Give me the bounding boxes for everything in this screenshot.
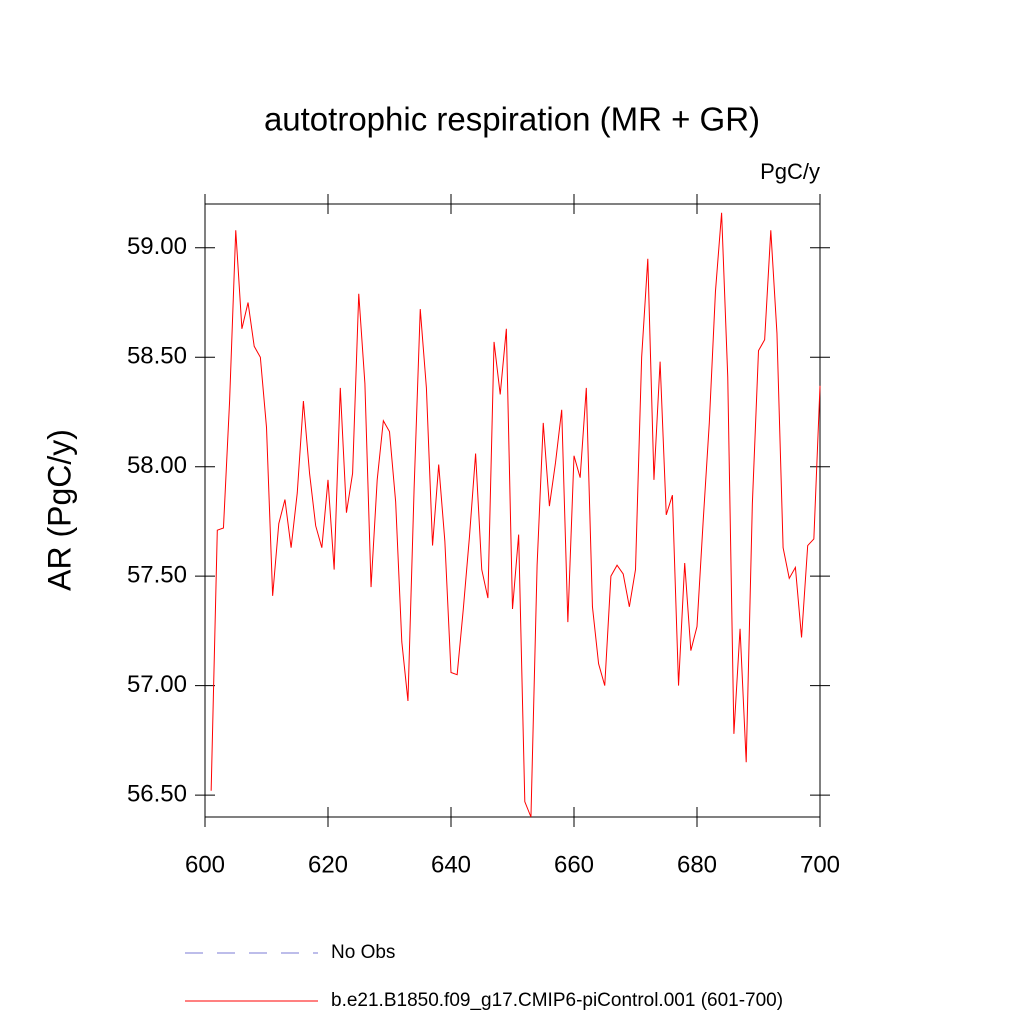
y-axis-label: AR (PgC/y) xyxy=(41,429,77,591)
legend-label: b.e21.B1850.f09_g17.CMIP6-piControl.001 … xyxy=(331,990,783,1011)
y-tick-label: 58.50 xyxy=(127,343,187,370)
x-tick-label: 600 xyxy=(185,851,225,878)
legend-label: No Obs xyxy=(331,942,395,963)
chart-title: autotrophic respiration (MR + GR) xyxy=(264,101,760,138)
x-tick-label: 640 xyxy=(431,851,471,878)
y-tick-label: 57.00 xyxy=(127,671,187,698)
x-tick-label: 660 xyxy=(554,851,594,878)
x-tick-label: 620 xyxy=(308,851,348,878)
units-label: PgC/y xyxy=(760,159,820,184)
series-line xyxy=(210,212,821,818)
plot-frame xyxy=(204,203,821,818)
x-tick-label: 680 xyxy=(677,851,717,878)
y-tick-label: 58.00 xyxy=(127,452,187,479)
y-tick-label: 59.00 xyxy=(127,233,187,260)
y-tick-label: 57.50 xyxy=(127,562,187,589)
x-tick-label: 700 xyxy=(800,851,840,878)
y-tick-label: 56.50 xyxy=(127,780,187,807)
